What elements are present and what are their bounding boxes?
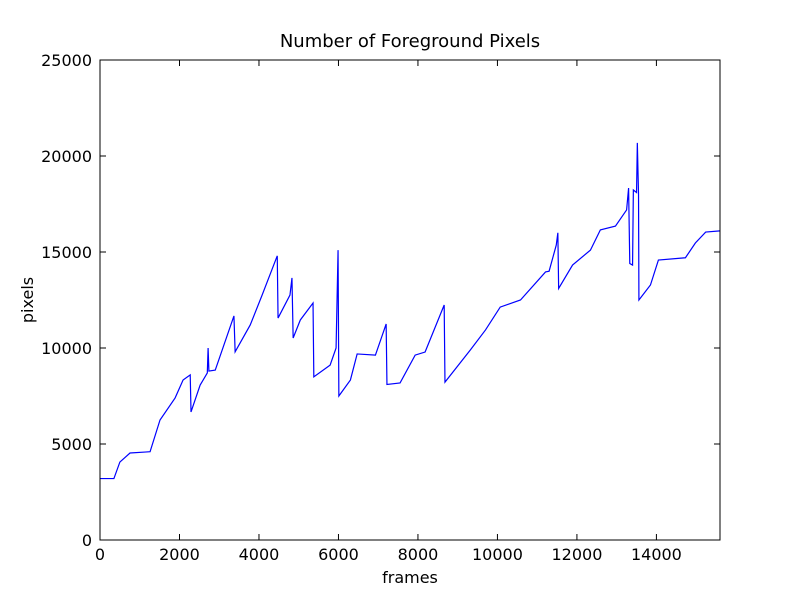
y-tick-label: 25000 (41, 51, 92, 70)
x-tick-label: 0 (95, 545, 105, 564)
data-line (100, 142, 721, 480)
x-axis-label: frames (382, 568, 438, 587)
x-tick-label: 2000 (159, 545, 200, 564)
y-tick-label: 20000 (41, 147, 92, 166)
y-axis-label: pixels (18, 277, 37, 323)
chart-title: Number of Foreground Pixels (280, 31, 540, 52)
y-tick-label: 15000 (41, 243, 92, 262)
y-tick-label: 5000 (51, 435, 92, 454)
x-tick-label: 6000 (318, 545, 359, 564)
y-tick-label: 10000 (41, 339, 92, 358)
plot-frame (99, 59, 721, 541)
x-tick-label: 14000 (631, 545, 682, 564)
x-tick-label: 4000 (239, 545, 280, 564)
x-tick-label: 10000 (472, 545, 523, 564)
x-tick-label: 8000 (398, 545, 439, 564)
y-tick-label: 0 (82, 531, 92, 550)
x-tick-label: 12000 (551, 545, 602, 564)
